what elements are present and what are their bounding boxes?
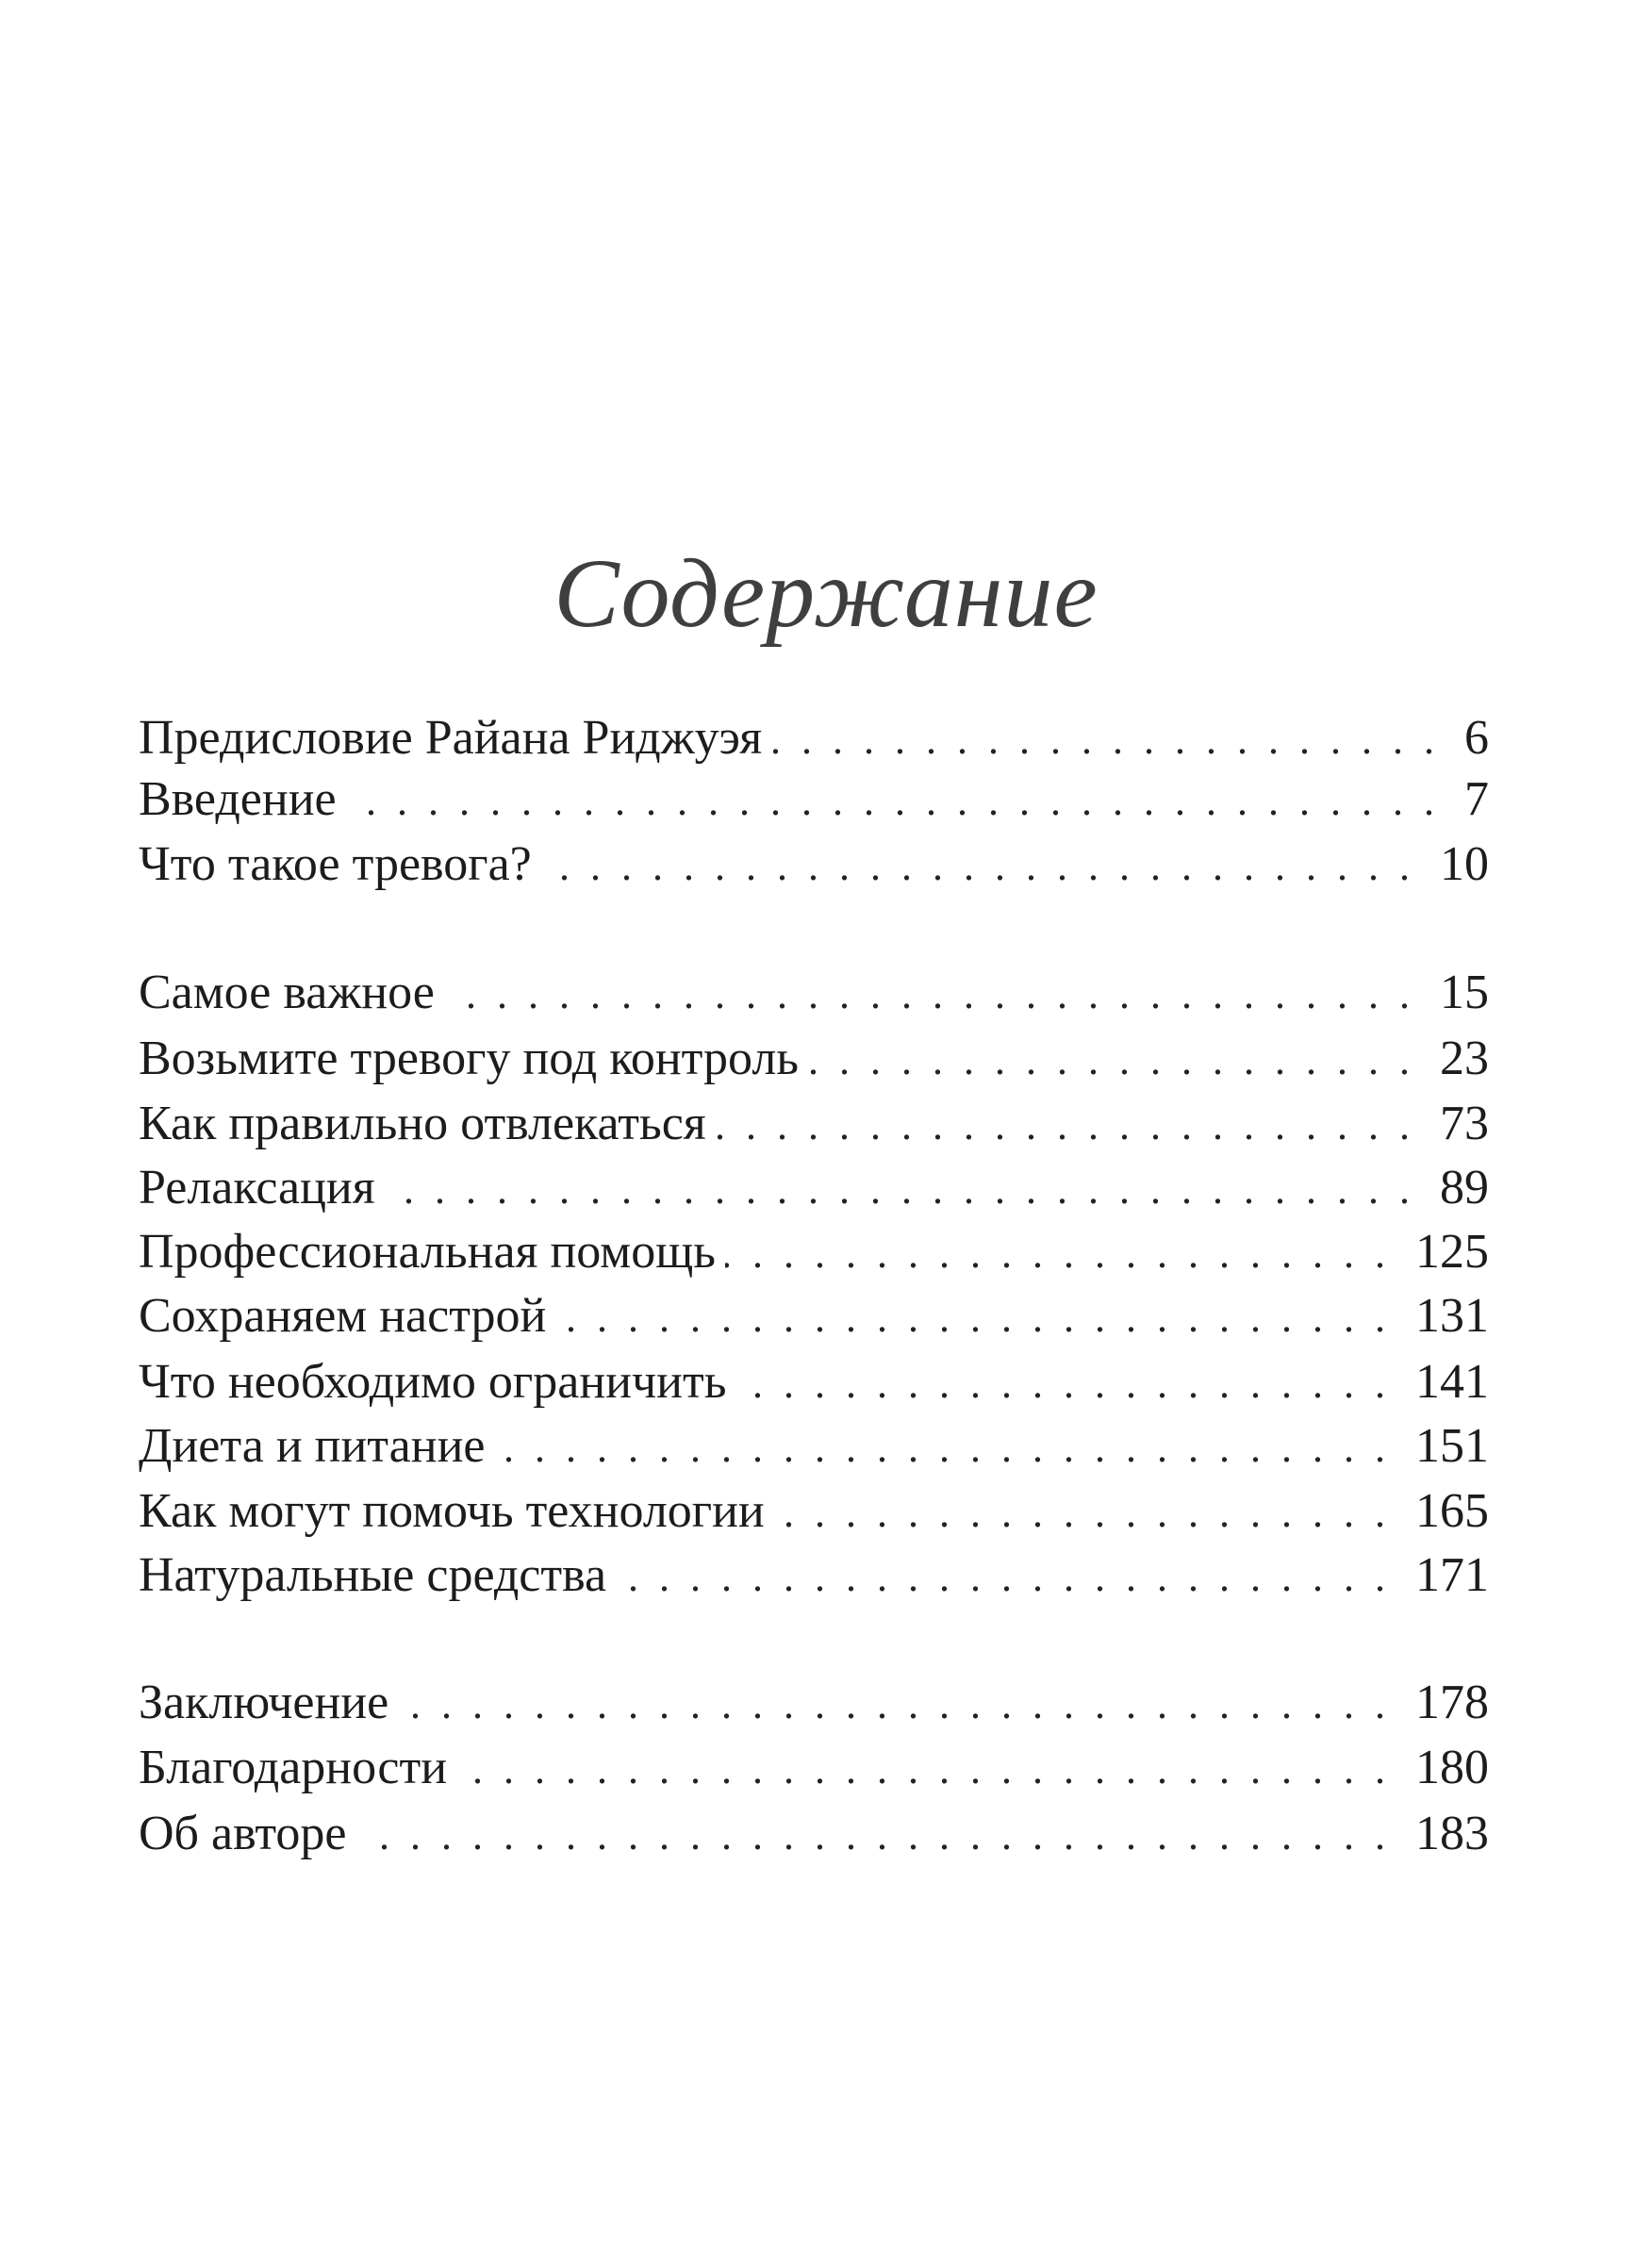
- toc-entry: Натуральные средства....................…: [139, 1543, 1489, 1609]
- toc-entry-page: 125: [1415, 1225, 1489, 1279]
- leader-dots: ........................................…: [724, 1231, 1406, 1277]
- toc-entry-title: Диета и питание: [139, 1419, 486, 1473]
- leader-dots: ........................................…: [494, 1425, 1406, 1471]
- leader-dots: ........................................…: [616, 1554, 1406, 1600]
- toc-entry-title: Введение: [139, 772, 337, 826]
- toc-entry-page: 183: [1415, 1807, 1489, 1860]
- leader-dots: ........................................…: [774, 1490, 1406, 1536]
- toc-entry-page: 6: [1464, 711, 1489, 765]
- toc-entry: Сохраняем настрой.......................…: [139, 1283, 1489, 1349]
- leader-dots: ........................................…: [808, 1037, 1430, 1083]
- toc-entry-title: Возьмите тревогу под контроль: [139, 1032, 800, 1085]
- toc-entry: Об авторе...............................…: [139, 1801, 1489, 1867]
- leader-dots: ........................................…: [735, 1361, 1406, 1407]
- leader-dots: ........................................…: [398, 1681, 1406, 1727]
- toc-entry: Введение................................…: [139, 767, 1489, 833]
- toc-entry-page: 151: [1415, 1419, 1489, 1473]
- leader-dots: ........................................…: [555, 1295, 1406, 1341]
- toc-entry-title: Как правильно отвлекаться: [139, 1097, 706, 1150]
- leader-dots: ........................................…: [444, 971, 1430, 1017]
- toc-entry-page: 141: [1415, 1355, 1489, 1409]
- toc-entry-title: Релаксация: [139, 1161, 375, 1214]
- toc-entry-title: Профессиональная помощь: [139, 1225, 716, 1279]
- leader-dots: ........................................…: [456, 1746, 1406, 1792]
- toc-entry-page: 73: [1440, 1097, 1489, 1150]
- toc-entry: Благодарности...........................…: [139, 1735, 1489, 1801]
- toc-entry-page: 10: [1440, 837, 1489, 891]
- toc-entry-title: Сохраняем настрой: [139, 1289, 547, 1343]
- toc-entry-title: Самое важное: [139, 966, 435, 1019]
- toc-entry: Самое важное............................…: [139, 960, 1489, 1026]
- leader-dots: ........................................…: [771, 717, 1455, 763]
- toc-entry-page: 15: [1440, 966, 1489, 1019]
- toc-entry: Как могут помочь технологии.............…: [139, 1478, 1489, 1544]
- toc-entry: Диета и питание.........................…: [139, 1413, 1489, 1479]
- leader-dots: ........................................…: [346, 778, 1455, 824]
- toc-entry-title: Как могут помочь технологии: [139, 1484, 765, 1538]
- toc-entry-page: 165: [1415, 1484, 1489, 1538]
- toc-entry-page: 171: [1415, 1548, 1489, 1602]
- toc-entry-title: Натуральные средства: [139, 1548, 607, 1602]
- leader-dots: ........................................…: [541, 843, 1430, 889]
- toc-entry-title: Благодарности: [139, 1741, 448, 1794]
- toc-entry-page: 178: [1415, 1676, 1489, 1729]
- toc-entry: Заключение..............................…: [139, 1670, 1489, 1736]
- toc-entry: Что такое тревога?......................…: [139, 832, 1489, 898]
- toc-entry: Как правильно отвлекаться...............…: [139, 1091, 1489, 1157]
- toc-entry-page: 131: [1415, 1289, 1489, 1343]
- toc-entry-title: Что необходимо ограничить: [139, 1355, 727, 1409]
- leader-dots: ........................................…: [355, 1812, 1406, 1858]
- toc-entry-title: Что такое тревога?: [139, 837, 532, 891]
- toc-entry: Профессиональная помощь.................…: [139, 1219, 1489, 1285]
- page-title: Содержание: [553, 539, 1099, 648]
- toc-entry: Предисловие Райана Риджуэя..............…: [139, 705, 1489, 771]
- toc-entry-page: 7: [1464, 772, 1489, 826]
- toc-entry-page: 23: [1440, 1032, 1489, 1085]
- toc-entry-title: Заключение: [139, 1676, 389, 1729]
- toc-entry-title: Об авторе: [139, 1807, 347, 1860]
- toc-entry: Что необходимо ограничить...............…: [139, 1349, 1489, 1415]
- leader-dots: ........................................…: [715, 1102, 1430, 1148]
- leader-dots: ........................................…: [385, 1166, 1430, 1213]
- toc-entry-title: Предисловие Райана Риджуэя: [139, 711, 763, 765]
- toc-entry-page: 180: [1415, 1741, 1489, 1794]
- toc-entry-page: 89: [1440, 1161, 1489, 1214]
- toc-entry: Возьмите тревогу под контроль...........…: [139, 1026, 1489, 1092]
- toc-entry: Релаксация..............................…: [139, 1155, 1489, 1221]
